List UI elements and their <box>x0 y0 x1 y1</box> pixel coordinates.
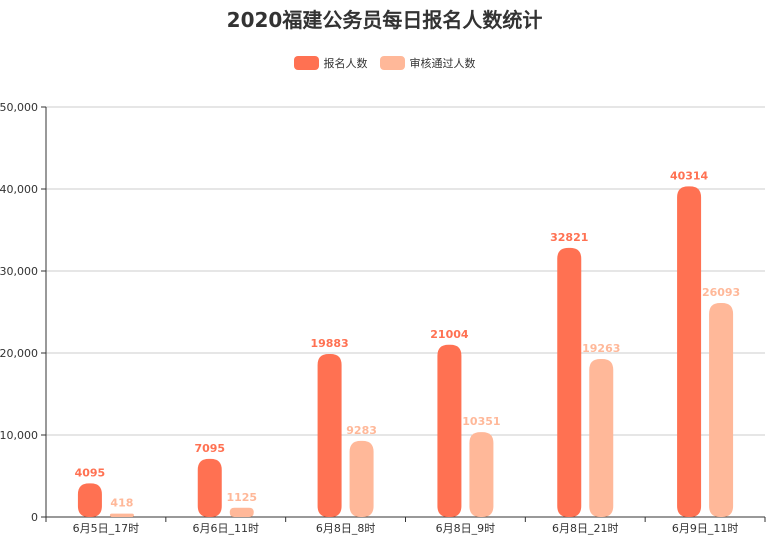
x-tick-label: 6月8日_9时 <box>436 522 496 535</box>
chart-title: 2020福建公务员每日报名人数统计 <box>226 8 543 32</box>
bar-label-signups: 40314 <box>670 169 709 182</box>
bar-label-signups: 19883 <box>310 337 348 350</box>
y-tick-label: 20,000 <box>0 347 38 360</box>
x-tick-label: 6月8日_21时 <box>552 522 619 535</box>
bar-approved <box>349 440 374 517</box>
legend-label-signups: 报名人数 <box>323 57 368 70</box>
y-tick-label: 30,000 <box>0 265 38 278</box>
legend-swatch-approved <box>379 56 405 70</box>
y-tick-label: 0 <box>31 511 38 524</box>
bar-label-signups: 32821 <box>550 231 588 244</box>
legend: 报名人数 审核通过人数 <box>0 55 769 71</box>
bar-signups <box>437 344 462 517</box>
bar-approved <box>469 432 494 517</box>
bar-approved <box>589 359 614 517</box>
bar-signups <box>197 458 222 517</box>
bar-label-approved: 26093 <box>702 286 740 299</box>
y-tick-label: 40,000 <box>0 183 38 196</box>
bar-label-approved: 9283 <box>346 424 377 437</box>
legend-item-approved[interactable]: 审核通过人数 <box>379 55 476 71</box>
bar-approved <box>109 513 134 517</box>
bar-label-approved: 19263 <box>582 342 620 355</box>
bar-label-signups: 21004 <box>430 328 469 341</box>
x-tick-label: 6月9日_11时 <box>672 522 739 535</box>
x-tick-label: 6月5日_17时 <box>73 522 140 535</box>
bar-label-approved: 418 <box>110 497 133 510</box>
bar-approved <box>229 507 254 517</box>
y-tick-label: 50,000 <box>0 101 38 114</box>
bar-label-approved: 10351 <box>462 415 500 428</box>
legend-swatch-signups <box>293 56 319 70</box>
y-tick-label: 10,000 <box>0 429 38 442</box>
legend-label-approved: 审核通过人数 <box>409 57 476 70</box>
x-tick-label: 6月8日_8时 <box>316 522 376 535</box>
x-tick-label: 6月6日_11时 <box>193 522 260 535</box>
bar-signups <box>677 186 702 517</box>
bar-signups <box>317 353 342 517</box>
bar-signups <box>557 247 582 517</box>
legend-item-signups[interactable]: 报名人数 <box>293 55 368 71</box>
bar-label-signups: 4095 <box>75 466 106 479</box>
bar-label-approved: 1125 <box>226 491 257 504</box>
bar-signups <box>77 483 102 517</box>
bar-approved <box>709 303 734 517</box>
bar-label-signups: 7095 <box>194 442 225 455</box>
